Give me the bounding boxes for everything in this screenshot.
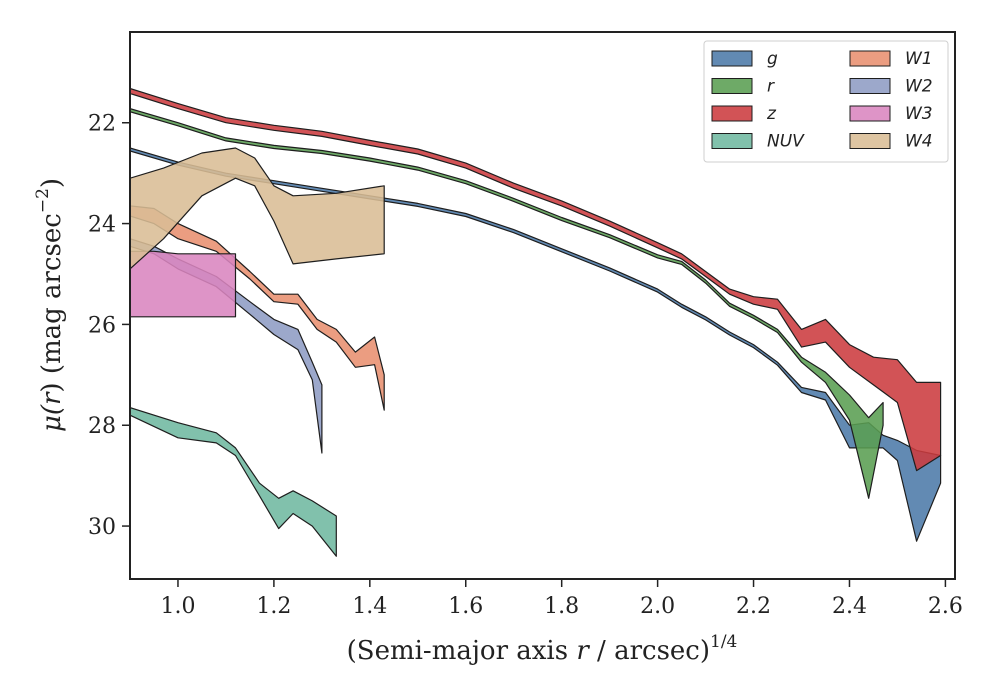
y-axis-label: μ(r) (mag arcsec−2) [33,178,67,432]
x-tick-label: 1.2 [256,594,291,619]
legend-label-w4: W4 [905,132,933,152]
y-tick-label: 30 [88,515,116,540]
y-tick-label: 26 [88,313,116,338]
legend-label-nuv: NUV [767,132,805,152]
x-tick-label: 1.6 [448,594,483,619]
x-tick-label: 1.4 [352,594,387,619]
legend-swatch-w4 [849,133,891,149]
x-axis-label-var: r [576,636,590,666]
y-tick-label: 22 [88,112,116,137]
y-axis-label-var: r [37,391,67,405]
x-axis-ticks: 1.0 1.2 1.4 1.6 1.8 2.0 2.2 2.4 2.6 [160,579,963,619]
x-axis-label: (Semi-major axis r / arcsec)1/4 [347,632,738,666]
legend-swatch-nuv [711,133,753,149]
x-tick-label: 2.2 [736,594,771,619]
band-w3 [130,250,237,318]
plot-frame [129,31,956,580]
x-tick-label: 2.0 [640,594,675,619]
band-w1 [130,205,385,411]
y-axis-label-exp: −2 [33,188,53,213]
x-tick-label: 1.8 [544,594,579,619]
bands-layer [130,87,942,557]
x-tick-label: 2.4 [832,594,867,619]
y-axis-ticks: 22 24 26 28 30 [88,112,130,540]
legend-swatch-w3 [849,105,891,122]
legend-swatch-g [711,50,753,67]
legend-swatch-r [711,78,753,94]
band-w4 [130,147,385,270]
legend-label-w3: W3 [905,104,933,124]
legend-frame [703,40,949,163]
legend-swatch-w1 [849,50,891,67]
legend-swatch-w2 [849,78,891,94]
band-r [130,107,884,499]
y-tick-label: 24 [88,213,116,238]
band-g [130,147,942,542]
legend-label-w2: W2 [905,77,933,97]
legend-label-z: z [766,104,777,124]
legend-label-r: r [767,77,775,97]
legend-label-g: g [767,49,778,69]
legend-swatch-z [711,105,753,122]
band-z [130,87,942,472]
band-nuv [130,407,337,557]
legend-label-w1: W1 [905,49,933,69]
legend: grz NUV W1 W2 W3 W4 [703,40,949,163]
x-axis-label-exp: 1/4 [710,632,737,652]
y-tick-label: 28 [88,414,116,439]
x-tick-label: 1.0 [160,594,195,619]
x-tick-label: 2.6 [928,594,963,619]
